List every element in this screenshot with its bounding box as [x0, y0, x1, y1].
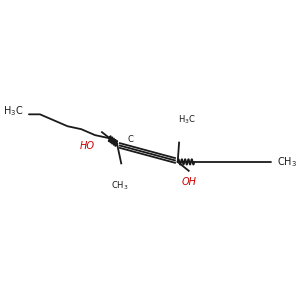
Text: OH: OH: [182, 177, 197, 187]
Text: C: C: [128, 135, 134, 144]
Text: $\mathregular{CH_3}$: $\mathregular{CH_3}$: [111, 180, 129, 192]
Text: $\mathregular{H_3C}$: $\mathregular{H_3C}$: [178, 114, 196, 126]
Text: $\mathregular{H_3C}$: $\mathregular{H_3C}$: [3, 104, 23, 118]
Text: $\mathregular{CH_3}$: $\mathregular{CH_3}$: [277, 155, 297, 169]
Text: HO: HO: [80, 140, 95, 151]
